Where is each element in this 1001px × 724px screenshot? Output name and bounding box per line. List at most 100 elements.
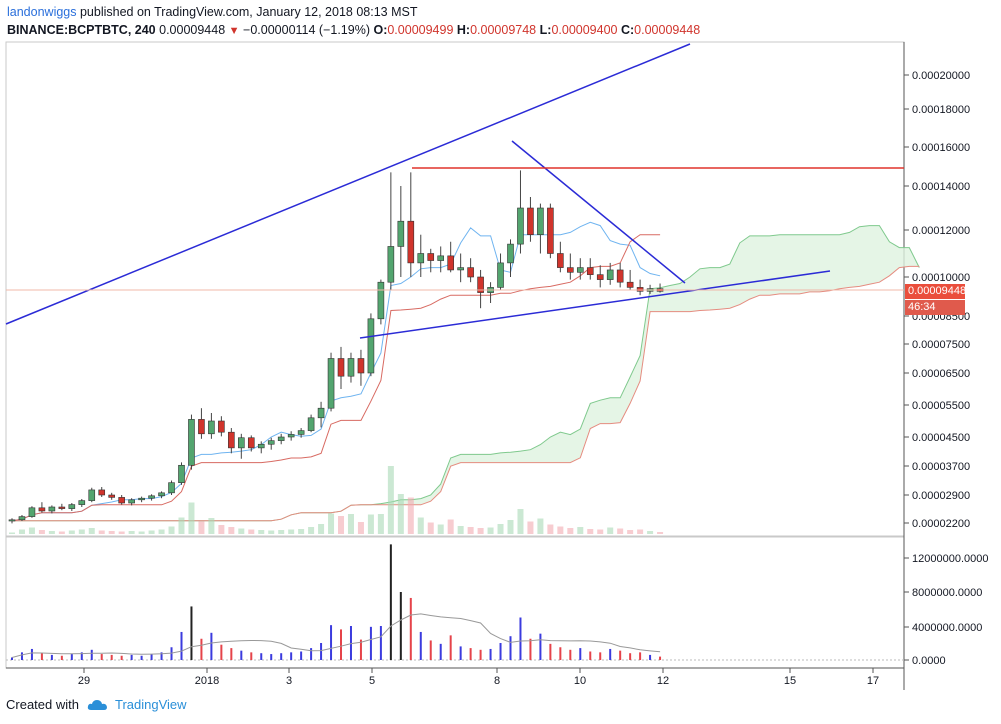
volume-overlay-bar [18, 529, 25, 534]
candle-body [347, 358, 355, 377]
published-text: published on TradingView.com, January 12… [79, 5, 418, 19]
candle-body [287, 434, 295, 438]
volume-overlay-bar [477, 528, 484, 534]
volume-overlay-bar [497, 524, 504, 534]
volume-pane [6, 544, 904, 661]
volume-overlay-bar [38, 530, 45, 534]
candle-body [158, 492, 165, 497]
time-tick-label: 10 [574, 675, 586, 687]
chart-header: landonwiggs published on TradingView.com… [7, 3, 997, 40]
close-label: C: [620, 23, 635, 37]
down-arrow-icon: ▼ [228, 25, 240, 37]
volume-tick-label: 8000000.0000 [912, 587, 982, 599]
volume-overlay-bar [527, 521, 534, 534]
candle-body [537, 207, 544, 236]
volume-overlay-bar [268, 530, 275, 534]
candle-body [527, 207, 534, 236]
volume-overlay-bar [597, 529, 604, 534]
volume-overlay-bar [9, 532, 15, 534]
candle-body [58, 506, 66, 509]
volume-overlay-bar [148, 530, 155, 534]
open-value: 0.00009499 [387, 23, 454, 37]
candle-body [397, 220, 405, 247]
volume-overlay-bar [637, 529, 644, 534]
candle-body [417, 253, 425, 264]
footer: Created with TradingView [6, 697, 187, 712]
candle-body [188, 419, 195, 466]
volume-overlay-bar [28, 527, 35, 534]
price-tick-label: 0.00018000 [912, 104, 970, 116]
time-tick-label: 2018 [195, 675, 219, 687]
candle-body [557, 253, 564, 268]
volume-overlay-bar [138, 531, 145, 534]
tradingview-logo[interactable]: TradingView [87, 697, 187, 712]
candle-body [257, 443, 265, 449]
volume-overlay-bar [397, 494, 404, 534]
candle-body [327, 358, 335, 409]
volume-overlay-bar [587, 529, 594, 534]
volume-overlay-bar [228, 527, 235, 534]
candle-body [497, 262, 504, 288]
volume-tick-label: 12000000.0000 [912, 553, 988, 565]
volume-overlay-bar [278, 530, 285, 534]
candle-body [277, 436, 285, 441]
volume-overlay-bar [168, 526, 175, 534]
candle-body [78, 500, 86, 505]
created-with-text: Created with [6, 697, 79, 712]
volume-overlay-bar [547, 524, 554, 534]
candle-body [68, 504, 76, 509]
volume-overlay-bar [338, 516, 345, 534]
symbol-label: BINANCE:BCPTBTC, 240 [7, 23, 156, 37]
author-link[interactable]: landonwiggs [7, 5, 77, 19]
candle-body [28, 507, 36, 517]
volume-overlay-bar [288, 529, 295, 534]
candle-body [247, 437, 255, 449]
candle-body [307, 417, 315, 431]
candle-body [128, 499, 135, 504]
volume-overlay-bar [557, 526, 564, 534]
volume-overlay-bars [9, 466, 664, 534]
volume-overlay-bar [577, 527, 584, 534]
candle-body [297, 430, 305, 435]
volume-overlay-bar [457, 526, 464, 534]
candle-body [447, 255, 454, 271]
volume-overlay-bar [158, 529, 165, 534]
time-tick-label: 15 [784, 675, 796, 687]
candle-body [357, 358, 365, 374]
candle-body [567, 267, 574, 273]
volume-overlay-bar [128, 531, 135, 534]
volume-overlay-bar [647, 531, 654, 534]
volume-overlay-bar [308, 527, 315, 534]
volume-overlay-bar [467, 527, 474, 534]
volume-overlay-bar [617, 528, 624, 534]
time-tick-label: 3 [286, 675, 292, 687]
price-tick-label: 0.00020000 [912, 70, 970, 82]
price-tick-label: 0.00002200 [912, 518, 970, 530]
volume-overlay-bar [607, 527, 614, 534]
cloud-icon [87, 699, 107, 710]
candle-body [427, 253, 435, 261]
bar-countdown-tag: 46:34 [905, 300, 965, 315]
candle-body [98, 489, 106, 496]
candle-body [8, 519, 16, 522]
volume-overlay-bar [657, 532, 664, 534]
price-change: −0.00000114 (−1.19%) [243, 23, 370, 37]
brand-label: TradingView [114, 697, 187, 712]
cloud-span-b [12, 265, 920, 522]
volume-overlay-bar [58, 531, 65, 534]
time-axis: 29 2018 3 5 8 10 12 15 17 [78, 668, 879, 687]
time-tick-label: 8 [494, 675, 500, 687]
candle-body [108, 494, 115, 498]
volume-tick-label: 4000000.0000 [912, 622, 982, 634]
volume-tick-label: 0.0000 [912, 655, 946, 667]
candle-body [367, 318, 375, 374]
candle-body [477, 276, 484, 293]
candle-body [88, 489, 96, 501]
volume-overlay-bar [367, 514, 374, 534]
volume-overlay-bar [437, 524, 444, 534]
candle-body [138, 497, 145, 501]
base-line [11, 234, 661, 522]
volume-overlay-bar [48, 531, 55, 534]
close-value: 0.00009448 [634, 23, 701, 37]
